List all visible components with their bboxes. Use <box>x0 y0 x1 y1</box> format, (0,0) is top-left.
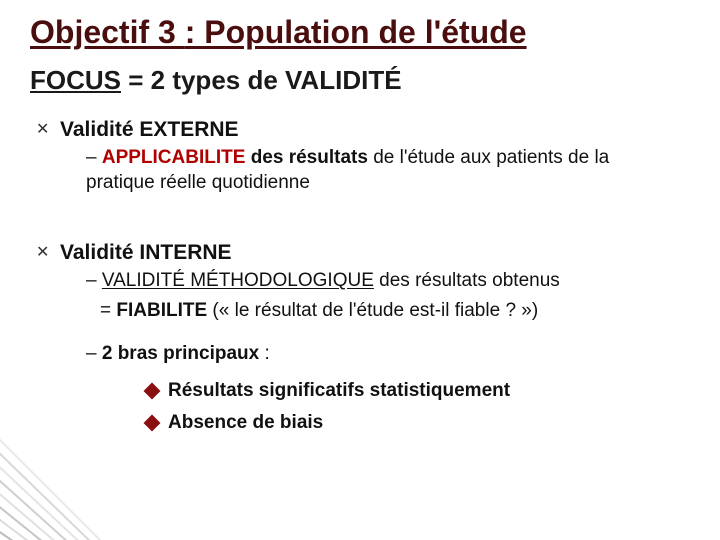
subtitle-rest: = 2 types de VALIDITÉ <box>121 65 402 95</box>
subtitle-underlined: FOCUS <box>30 65 121 95</box>
dash-icon: – <box>86 270 102 291</box>
section2-heading: Validité INTERNE <box>60 241 232 265</box>
section2-line2-keyword: FIABILITE <box>116 300 207 321</box>
bullet-icon: ✕ <box>36 241 50 265</box>
title-rest: : Population de l'étude <box>185 14 527 50</box>
section2-line3: – 2 bras principaux : <box>30 342 690 367</box>
section1-line1: – APPLICABILITE des résultats de l'étude… <box>30 146 690 195</box>
dash-icon: – <box>86 343 102 364</box>
dash-icon: – <box>86 147 102 168</box>
section2-line1-underlined: VALIDITÉ MÉTHODOLOGIQUE <box>102 270 374 291</box>
slide-subtitle: FOCUS = 2 types de VALIDITÉ <box>30 65 690 96</box>
title-underlined: Objectif 3 <box>30 14 185 50</box>
section1-heading: Validité EXTERNE <box>60 118 239 142</box>
bullet-validite-interne: ✕ Validité INTERNE <box>30 241 690 265</box>
section2-line1-rest: des résultats obtenus <box>374 270 560 291</box>
section2-sub1: Résultats significatifs statistiquement <box>168 380 510 402</box>
section2-line3-bold: 2 bras principaux <box>102 343 259 364</box>
section2-line2-rest: (« le résultat de l'étude est-il fiable … <box>207 300 538 321</box>
section2-line2: = FIABILITE (« le résultat de l'étude es… <box>30 298 690 324</box>
bullet-validite-externe: ✕ Validité EXTERNE <box>30 118 690 142</box>
diamond-icon <box>144 383 161 400</box>
diamond-bullet-1: Résultats significatifs statistiquement <box>30 380 690 402</box>
section1-keyword: APPLICABILITE <box>102 147 246 168</box>
slide-title: Objectif 3 : Population de l'étude <box>30 14 690 51</box>
spacer <box>30 213 690 241</box>
section2-line1: – VALIDITÉ MÉTHODOLOGIQUE des résultats … <box>30 269 690 294</box>
section2-line3-rest: : <box>259 343 270 364</box>
slide: Objectif 3 : Population de l'étude FOCUS… <box>0 0 720 540</box>
section1-bold: des résultats <box>245 147 368 168</box>
section2-line2-prefix: = <box>100 300 116 321</box>
diamond-bullet-2: Absence de biais <box>30 412 690 434</box>
bullet-icon: ✕ <box>36 118 50 142</box>
diamond-icon <box>144 415 161 432</box>
section2-sub2: Absence de biais <box>168 412 323 434</box>
